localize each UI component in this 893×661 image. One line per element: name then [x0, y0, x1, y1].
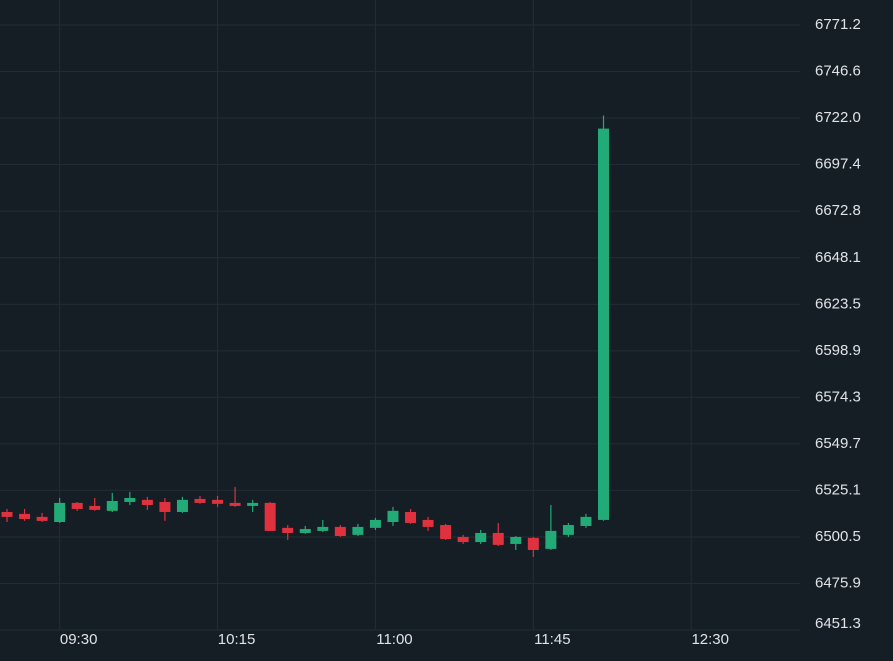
y-tick-label: 6475.9	[815, 574, 861, 591]
candle-body	[159, 501, 171, 512]
y-tick-label: 6623.5	[815, 295, 861, 312]
y-tick-label: 6746.6	[815, 62, 861, 79]
candle-body	[369, 519, 381, 528]
candle-body	[247, 502, 259, 506]
candle-body	[229, 502, 241, 506]
candle-body	[89, 505, 101, 510]
candle-body	[457, 536, 469, 543]
candle-body	[36, 516, 48, 521]
candle-body	[545, 530, 557, 549]
candle-body	[475, 532, 487, 543]
candle-body	[141, 499, 153, 505]
candle-body	[212, 499, 224, 504]
candle-body	[334, 526, 346, 537]
candle-body	[264, 502, 276, 531]
candle-body	[562, 525, 574, 535]
candle-body	[440, 525, 452, 540]
candle-body	[387, 510, 399, 523]
y-tick-label: 6722.0	[815, 109, 861, 126]
candle-body	[422, 519, 434, 527]
y-tick-label: 6549.7	[815, 435, 861, 452]
x-tick-label: 10:15	[218, 631, 256, 648]
x-tick-label: 09:30	[60, 631, 98, 648]
candle-body	[194, 498, 206, 503]
y-tick-label: 6500.5	[815, 528, 861, 545]
candle-body	[492, 532, 504, 545]
candle-body	[19, 513, 31, 519]
y-tick-label: 6574.3	[815, 388, 861, 405]
y-tick-label: 6598.9	[815, 342, 861, 359]
y-tick-label: 6672.8	[815, 202, 861, 219]
candle-body	[510, 536, 522, 544]
y-tick-label: 6451.3	[815, 615, 861, 632]
candle-body	[71, 502, 83, 509]
candle-body	[317, 526, 329, 531]
candle-body	[299, 529, 311, 533]
candle-body	[580, 516, 592, 526]
y-tick-label: 6648.1	[815, 249, 861, 266]
candle-body	[282, 527, 294, 533]
x-tick-label: 11:45	[534, 631, 570, 648]
y-tick-label: 6697.4	[815, 156, 861, 173]
candle-body	[124, 497, 136, 502]
candle-body	[352, 526, 364, 535]
y-tick-label: 6525.1	[815, 481, 861, 498]
y-tick-label: 6771.2	[815, 16, 861, 33]
candle-body	[598, 128, 610, 520]
candle-body	[54, 502, 66, 523]
candle-body	[1, 511, 13, 517]
candle-body	[527, 537, 539, 550]
candle-body	[405, 511, 417, 523]
candle-body	[106, 501, 118, 511]
x-tick-label: 11:00	[376, 631, 412, 648]
x-tick-label: 12:30	[691, 631, 729, 648]
candle-body	[176, 499, 188, 512]
